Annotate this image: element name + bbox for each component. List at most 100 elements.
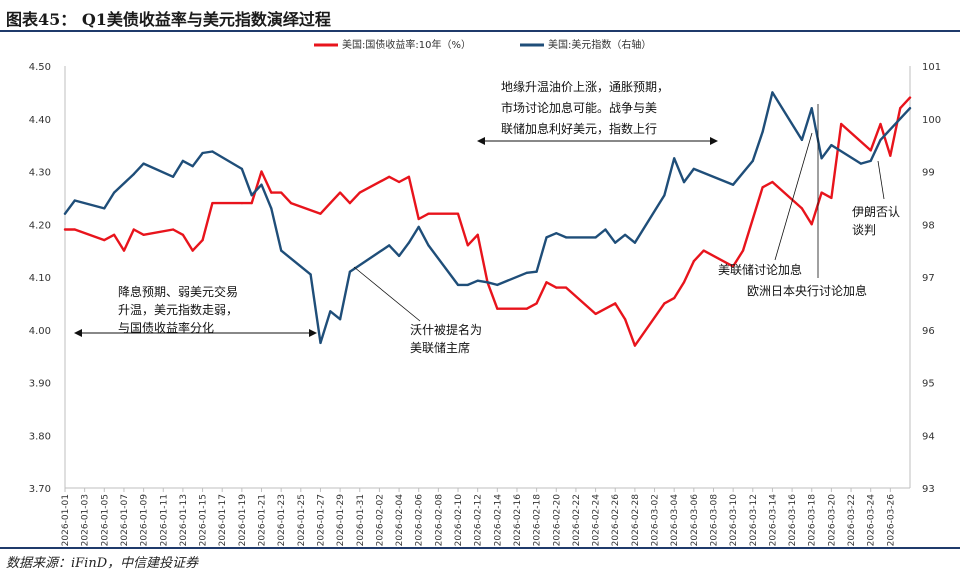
data-point: [771, 180, 774, 184]
data-point: [476, 279, 479, 282]
data-point: [732, 183, 735, 186]
data-point: [181, 159, 184, 162]
data-point: [565, 286, 568, 289]
data-point: [63, 228, 67, 231]
axes: 4.50 4.40 4.30 4.20 4.10 4.00 3.90 3.80 3.70 101 1…: [29, 62, 941, 546]
data-point: [663, 302, 666, 305]
data-point: [869, 159, 872, 162]
left-tick-label: 4.10: [29, 273, 51, 284]
annotation-weak-dollar-line-2: 升温，美元指数走弱，: [118, 302, 238, 317]
series-points-yield: [63, 96, 912, 347]
x-tick-label: 2026-01-13: [179, 494, 189, 546]
x-tick-label: 2026-03-08: [709, 494, 719, 546]
data-point: [614, 302, 617, 305]
left-tick-label: 4.20: [29, 220, 51, 231]
data-point: [142, 233, 145, 236]
source-note: 数据来源：iFinD，中信建投证券: [6, 556, 199, 571]
data-point: [201, 239, 204, 242]
data-point: [859, 162, 863, 165]
data-point: [771, 91, 774, 94]
data-point: [565, 236, 568, 239]
x-tick-label: 2026-02-10: [454, 494, 464, 546]
data-point: [329, 202, 332, 205]
data-point: [260, 170, 263, 173]
x-tick-label: 2026-01-27: [316, 494, 326, 546]
legend-label-yield: 美国:国债收益率:10年（%）: [342, 38, 471, 51]
x-tick-label: 2026-03-16: [788, 494, 798, 546]
x-tick-label: 2026-03-22: [847, 494, 857, 546]
data-point: [407, 175, 410, 178]
data-point: [417, 217, 420, 221]
data-point: [594, 236, 597, 239]
x-tick-label: 2026-02-28: [631, 494, 641, 546]
data-point: [113, 233, 116, 236]
data-point: [830, 144, 833, 147]
data-point: [250, 194, 253, 197]
left-tick-label: 3.70: [29, 484, 51, 495]
data-point: [466, 244, 469, 247]
x-tick-label: 2026-03-14: [768, 494, 778, 546]
data-point: [329, 310, 332, 313]
annotation-ecb-boj: 欧洲日本央行讨论加息: [747, 283, 867, 298]
data-point: [800, 138, 804, 141]
footer-divider: [0, 547, 960, 549]
data-point: [172, 228, 175, 231]
data-point: [810, 107, 813, 110]
data-point: [840, 122, 843, 126]
x-tick-label: 2026-02-02: [375, 494, 385, 546]
data-point: [388, 175, 391, 178]
annotation-iran-line-2: 谈判: [852, 223, 876, 237]
annotation-weak-dollar-line-1: 降息预期、弱美元交易: [118, 284, 238, 299]
right-tick-label: 99: [922, 168, 935, 179]
data-point: [398, 254, 401, 257]
left-tick-label: 4.30: [29, 168, 51, 179]
data-point: [348, 202, 351, 205]
annotation-warsh-line-1: 沃什被提名为: [410, 322, 482, 337]
x-tick-label: 2026-01-11: [159, 494, 169, 546]
data-point: [810, 223, 813, 226]
data-point: [103, 239, 106, 242]
x-tick-label: 2026-03-02: [651, 494, 661, 546]
left-tick-label: 3.80: [29, 431, 51, 442]
x-tick-label: 2026-01-25: [297, 494, 307, 546]
x-tick-label: 2026-03-20: [827, 494, 837, 546]
x-tick-label: 2026-01-19: [238, 494, 248, 546]
x-tick-label: 2026-02-22: [572, 494, 582, 546]
x-tick-label: 2026-02-14: [493, 494, 503, 546]
right-tick-label: 100: [922, 115, 941, 126]
data-point: [820, 191, 823, 194]
data-point: [191, 165, 194, 168]
data-point: [142, 162, 145, 165]
data-point: [614, 241, 617, 244]
data-point: [250, 202, 253, 205]
data-point: [692, 167, 695, 170]
data-point: [624, 233, 627, 236]
data-point: [289, 202, 293, 205]
data-point: [889, 154, 892, 157]
data-point: [702, 249, 705, 252]
x-tick-label: 2026-02-04: [395, 494, 405, 546]
x-tick-label: 2026-03-10: [729, 494, 739, 546]
data-point: [417, 225, 420, 228]
x-tick-label: 2026-02-08: [434, 494, 444, 546]
data-point: [211, 150, 214, 153]
figure-title: 图表45： Q1美债收益率与美元指数演绎过程: [6, 10, 331, 29]
data-point: [525, 271, 528, 274]
legend-label-dollar-index: 美国:美元指数（右轴）: [548, 38, 651, 51]
x-tick-label: 2026-02-20: [552, 494, 562, 546]
data-point: [103, 207, 106, 210]
data-point: [535, 270, 538, 273]
data-point: [456, 212, 460, 215]
left-tick-label: 3.90: [29, 379, 51, 390]
annotations: 地缘升温油价上涨，通胀预期， 市场讨论加息可能。战争与美 联储加息利好美元，指数…: [74, 79, 900, 355]
data-point: [525, 307, 528, 310]
data-point: [908, 96, 912, 99]
annotation-iran-line-1: 伊朗否认: [852, 205, 900, 219]
series-points-dollar-index: [63, 91, 912, 344]
data-point: [663, 194, 666, 197]
data-point: [673, 297, 676, 300]
data-point: [830, 196, 833, 199]
data-point: [339, 191, 342, 194]
data-point: [456, 283, 460, 286]
data-point: [407, 241, 410, 244]
